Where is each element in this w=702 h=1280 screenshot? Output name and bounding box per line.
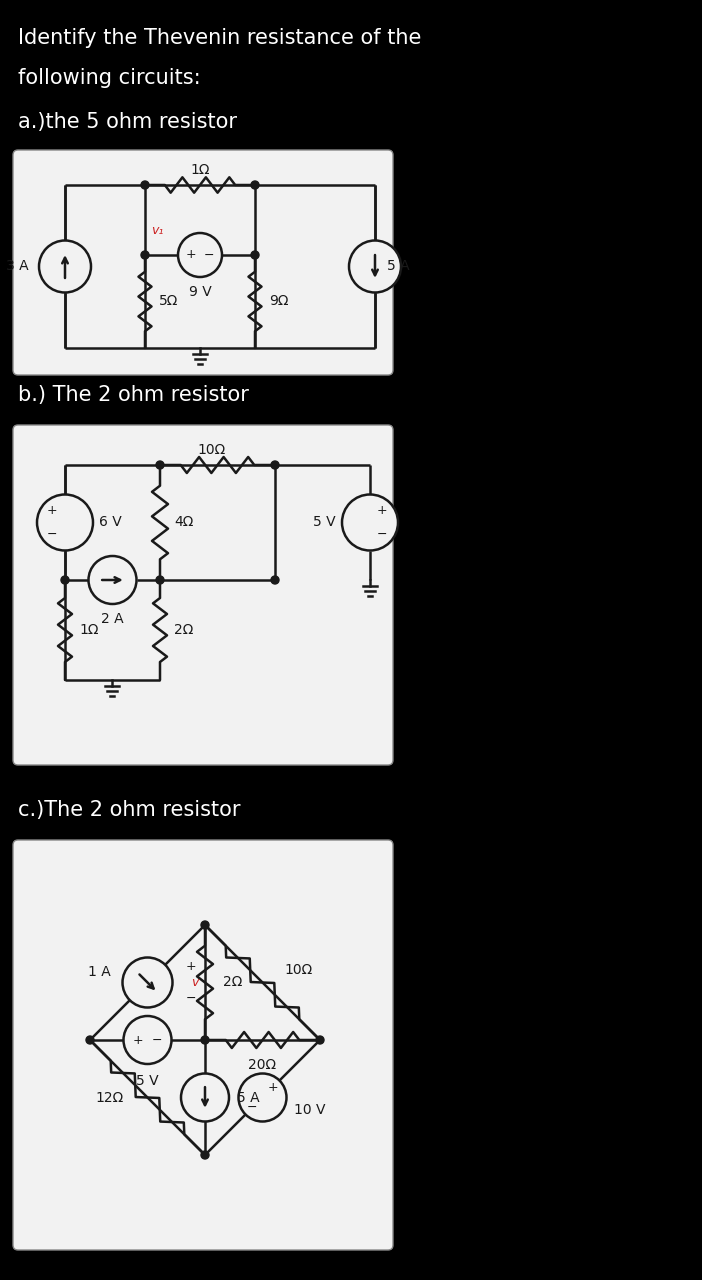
Text: 2Ω: 2Ω: [174, 623, 193, 637]
Text: b.) The 2 ohm resistor: b.) The 2 ohm resistor: [18, 385, 249, 404]
Circle shape: [201, 1036, 209, 1044]
Text: 5 V: 5 V: [313, 516, 336, 530]
Circle shape: [271, 461, 279, 468]
Text: +: +: [186, 248, 197, 261]
Circle shape: [251, 251, 259, 259]
Text: 3 A: 3 A: [6, 260, 28, 274]
Circle shape: [124, 1016, 171, 1064]
Text: 1Ω: 1Ω: [79, 623, 98, 637]
Circle shape: [39, 241, 91, 293]
Circle shape: [178, 233, 222, 276]
FancyBboxPatch shape: [13, 150, 393, 375]
Text: 10Ω: 10Ω: [198, 443, 226, 457]
Text: 5 V: 5 V: [136, 1074, 159, 1088]
Circle shape: [251, 180, 259, 189]
Circle shape: [156, 576, 164, 584]
Circle shape: [349, 241, 401, 293]
Text: +: +: [186, 960, 197, 973]
Circle shape: [141, 251, 149, 259]
Text: 2Ω: 2Ω: [223, 975, 242, 989]
Text: −: −: [247, 1101, 258, 1114]
Circle shape: [239, 1074, 286, 1121]
Text: +: +: [47, 504, 58, 517]
Text: −: −: [204, 248, 214, 261]
Text: 4Ω: 4Ω: [174, 515, 193, 529]
Text: following circuits:: following circuits:: [18, 68, 201, 88]
Circle shape: [88, 556, 136, 604]
Text: 5Ω: 5Ω: [159, 294, 178, 308]
Circle shape: [271, 576, 279, 584]
Text: −: −: [186, 992, 197, 1005]
Circle shape: [342, 494, 398, 550]
Text: 9 V: 9 V: [189, 285, 211, 300]
Circle shape: [316, 1036, 324, 1044]
Circle shape: [201, 1151, 209, 1158]
Text: c.)The 2 ohm resistor: c.)The 2 ohm resistor: [18, 800, 241, 820]
Text: −: −: [152, 1033, 162, 1047]
Text: v: v: [192, 975, 199, 989]
Text: 10 V: 10 V: [295, 1102, 326, 1116]
FancyBboxPatch shape: [13, 425, 393, 765]
Text: +: +: [267, 1080, 278, 1094]
Circle shape: [37, 494, 93, 550]
Text: v₁: v₁: [151, 224, 164, 237]
Circle shape: [86, 1036, 94, 1044]
Circle shape: [141, 180, 149, 189]
Text: 9Ω: 9Ω: [269, 294, 289, 308]
Text: 2 A: 2 A: [101, 612, 124, 626]
Text: 5 A: 5 A: [387, 260, 410, 274]
Text: +: +: [133, 1033, 143, 1047]
Circle shape: [61, 576, 69, 584]
FancyBboxPatch shape: [13, 840, 393, 1251]
Text: +: +: [376, 504, 387, 517]
Text: 12Ω: 12Ω: [95, 1091, 124, 1105]
Circle shape: [156, 461, 164, 468]
Text: 6 V: 6 V: [99, 516, 121, 530]
Circle shape: [123, 957, 173, 1007]
Text: 10Ω: 10Ω: [284, 964, 313, 978]
Text: 1Ω: 1Ω: [190, 163, 210, 177]
Circle shape: [201, 922, 209, 929]
Text: 20Ω: 20Ω: [249, 1059, 277, 1073]
Text: Identify the Thevenin resistance of the: Identify the Thevenin resistance of the: [18, 28, 421, 47]
Circle shape: [181, 1074, 229, 1121]
Text: 5 A: 5 A: [237, 1091, 260, 1105]
Text: −: −: [376, 527, 387, 540]
Text: −: −: [47, 527, 58, 540]
Text: a.)the 5 ohm resistor: a.)the 5 ohm resistor: [18, 111, 237, 132]
Text: 1 A: 1 A: [88, 965, 111, 979]
